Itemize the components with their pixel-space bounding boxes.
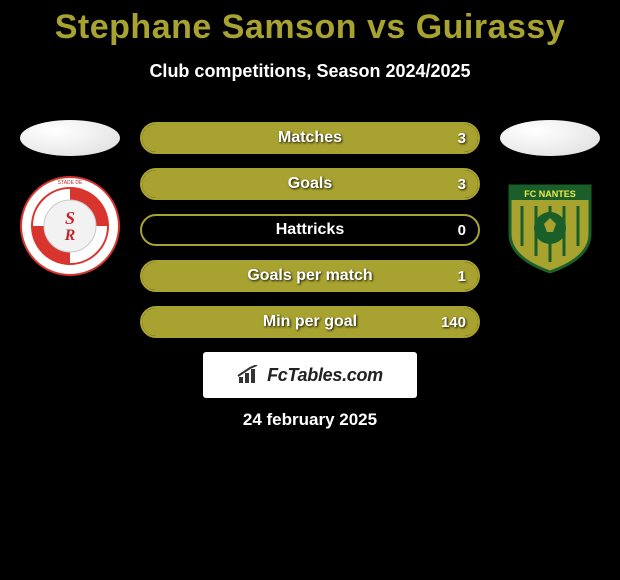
stat-right-value: 1 <box>458 268 466 285</box>
page-title: Stephane Samson vs Guirassy <box>0 0 620 47</box>
subtitle: Club competitions, Season 2024/2025 <box>0 61 620 82</box>
right-player-column: FC NANTES <box>490 120 610 276</box>
stat-right-value: 140 <box>441 314 466 331</box>
stat-right-value: 3 <box>458 176 466 193</box>
right-player-avatar <box>500 120 600 156</box>
stat-label: Goals <box>288 175 332 193</box>
date-label: 24 february 2025 <box>0 410 620 430</box>
brand-box[interactable]: FcTables.com <box>203 352 417 398</box>
brand-text: FcTables.com <box>267 365 383 386</box>
stat-row: Goals per match 1 <box>140 260 480 292</box>
stat-right-value: 0 <box>458 222 466 239</box>
stat-label: Min per goal <box>263 313 357 331</box>
stat-label: Matches <box>278 129 342 147</box>
bar-chart-icon <box>237 365 261 385</box>
stat-row: Hattricks 0 <box>140 214 480 246</box>
svg-text:STADE DE: STADE DE <box>58 180 83 186</box>
left-club-badge: S R STADE DE <box>20 176 120 276</box>
stat-row: Matches 3 <box>140 122 480 154</box>
left-player-column: S R STADE DE <box>10 120 130 276</box>
svg-text:R: R <box>64 227 76 244</box>
svg-text:FC NANTES: FC NANTES <box>524 189 576 199</box>
stat-right-value: 3 <box>458 130 466 147</box>
svg-text:S: S <box>65 208 75 228</box>
stat-label: Hattricks <box>276 221 344 239</box>
left-player-avatar <box>20 120 120 156</box>
stat-row: Goals 3 <box>140 168 480 200</box>
stat-label: Goals per match <box>247 267 372 285</box>
right-club-badge: FC NANTES <box>500 176 600 276</box>
stats-area: Matches 3 Goals 3 Hattricks 0 Goals per match 1… <box>140 122 480 352</box>
stat-row: Min per goal 140 <box>140 306 480 338</box>
